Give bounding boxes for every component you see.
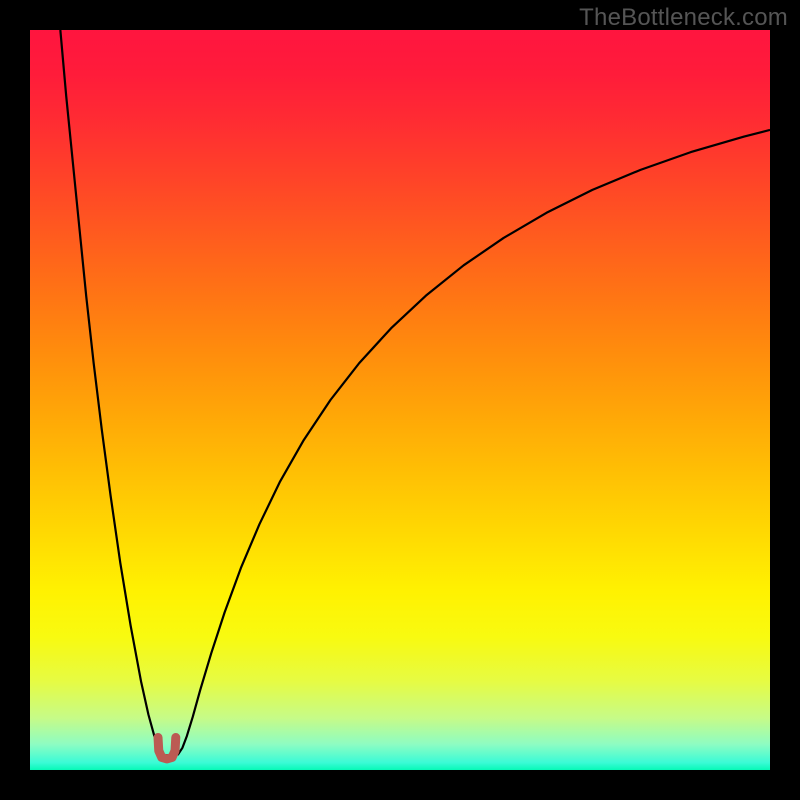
watermark-text: TheBottleneck.com bbox=[579, 4, 788, 32]
gradient-background bbox=[30, 30, 770, 770]
plot-area bbox=[30, 30, 770, 770]
chart-container: TheBottleneck.com bbox=[0, 0, 800, 800]
plot-svg bbox=[30, 30, 770, 770]
